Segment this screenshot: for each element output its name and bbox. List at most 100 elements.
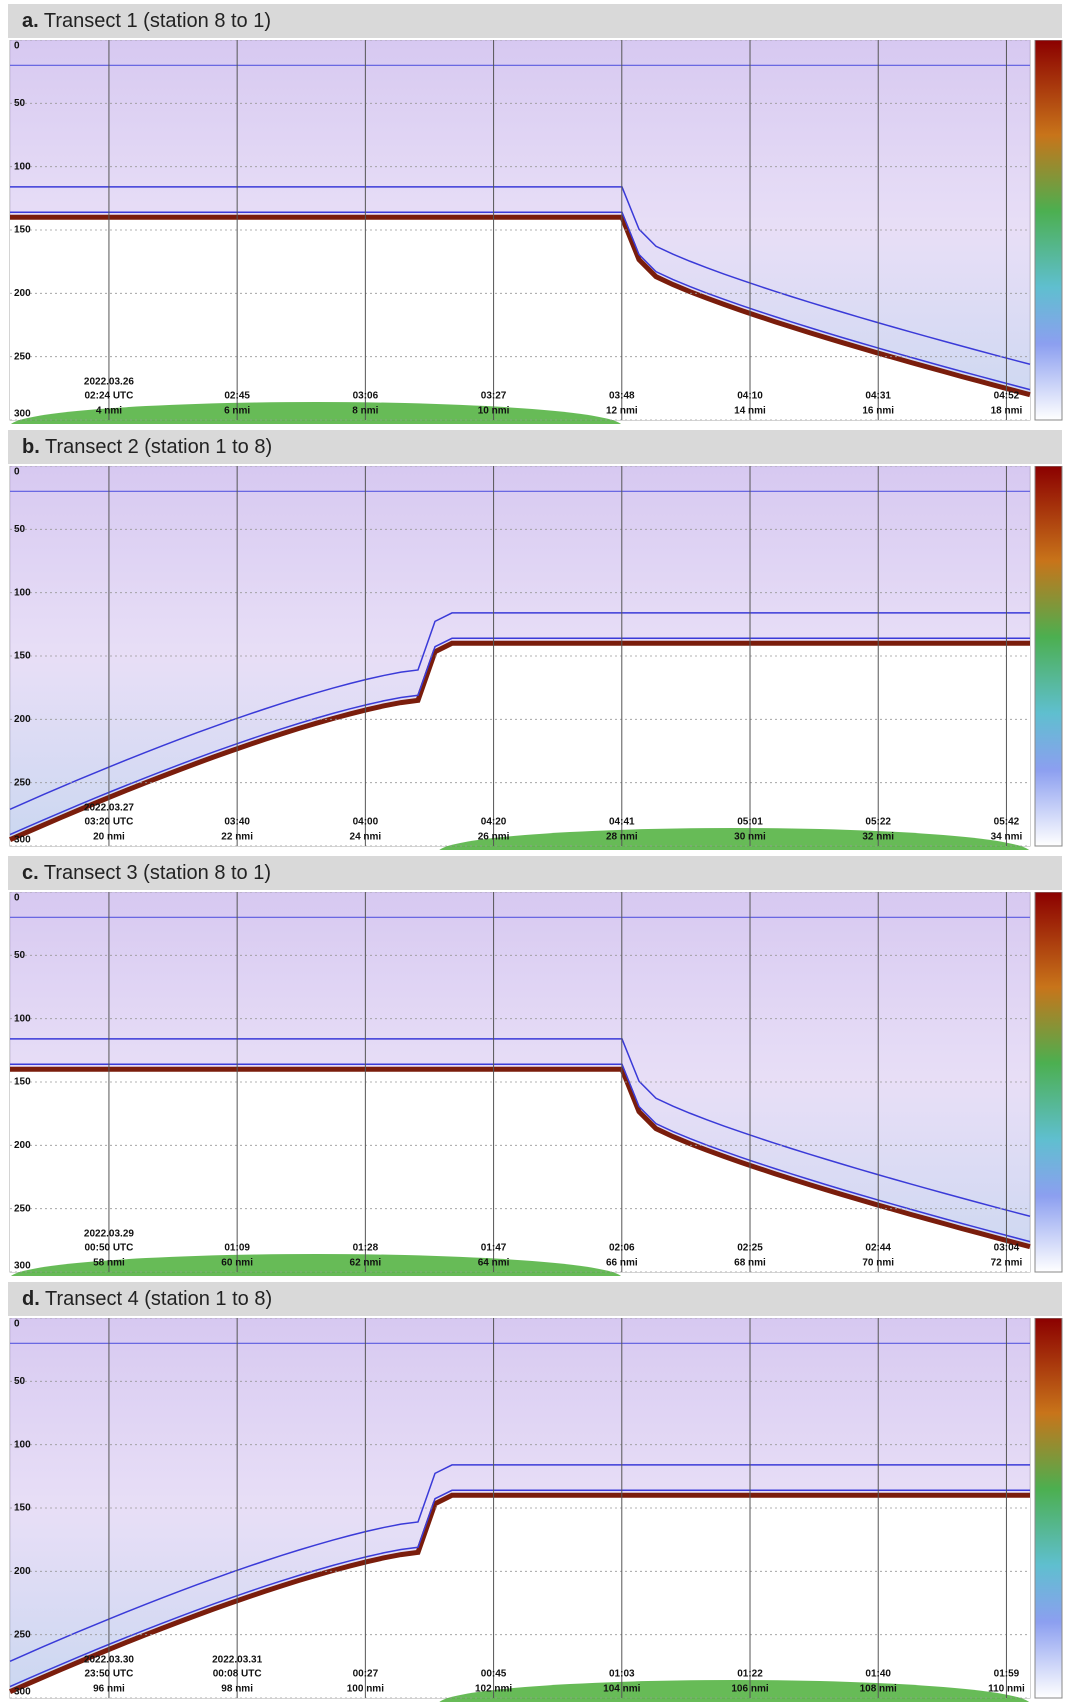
panel: a. Transect 1 (station 8 to 1) 0 50 100 150 2… bbox=[0, 0, 1066, 426]
distance-label: 100 nmi bbox=[347, 1684, 384, 1695]
panel-header: b. Transect 2 (station 1 to 8) bbox=[8, 430, 1062, 464]
time-label: 03:48 bbox=[609, 391, 635, 402]
time-label: 03:04 bbox=[994, 1243, 1020, 1254]
time-label: 04:31 bbox=[865, 391, 891, 402]
depth-tick-label: 50 bbox=[14, 1376, 26, 1387]
seabed bbox=[8, 640, 1030, 842]
time-label: 05:22 bbox=[865, 817, 891, 828]
depth-tick-label: 0 bbox=[14, 467, 20, 478]
time-label: 05:42 bbox=[994, 817, 1020, 828]
depth-tick-label: 0 bbox=[14, 893, 20, 904]
distance-label: 96 nmi bbox=[93, 1684, 125, 1695]
sub-seabed bbox=[10, 1069, 1030, 1272]
distance-label: 26 nmi bbox=[478, 832, 510, 843]
echogram: 0 50 100 150 200 250 300 2022.03.29 00:50 UTC 58 … bbox=[9, 892, 1063, 1276]
time-label: 04:10 bbox=[737, 391, 763, 402]
sub-seabed bbox=[10, 217, 1030, 420]
depth-tick-label: 300 bbox=[14, 1687, 31, 1698]
depth-tick-label: 100 bbox=[14, 587, 31, 598]
time-label: 04:41 bbox=[609, 817, 635, 828]
distance-label: 70 nmi bbox=[862, 1258, 894, 1269]
distance-label: 106 nmi bbox=[731, 1684, 768, 1695]
bottom-offset-line bbox=[9, 1464, 1030, 1662]
time-label: 05:01 bbox=[737, 817, 763, 828]
color-scale bbox=[1034, 1318, 1063, 1699]
depth-tick-label: 50 bbox=[14, 524, 26, 535]
distance-label: 110 nmi bbox=[988, 1684, 1025, 1695]
time-label: 04:52 bbox=[994, 391, 1020, 402]
time-label: 00:27 bbox=[353, 1669, 379, 1680]
time-label: 03:20 UTC bbox=[84, 817, 133, 828]
seabed bbox=[8, 1492, 1030, 1694]
panel-label: b. bbox=[22, 436, 40, 458]
time-label: 03:27 bbox=[481, 391, 507, 402]
panel-label: a. bbox=[22, 10, 39, 32]
distance-label: 60 nmi bbox=[221, 1258, 253, 1269]
color-scale bbox=[1034, 466, 1063, 847]
time-label: 01:03 bbox=[609, 1669, 635, 1680]
bottom-line bbox=[9, 637, 1030, 836]
sub-seabed bbox=[10, 1495, 1030, 1698]
color-scale bbox=[1034, 892, 1063, 1273]
time-label: 02:06 bbox=[609, 1243, 635, 1254]
depth-tick-label: 300 bbox=[14, 1261, 31, 1272]
panel: d. Transect 4 (station 1 to 8) 0 50 100 150 2… bbox=[0, 1278, 1066, 1704]
depth-tick-label: 300 bbox=[14, 409, 31, 420]
depth-tick-label: 250 bbox=[14, 1629, 31, 1640]
time-label: 03:40 bbox=[224, 817, 250, 828]
distance-label: 66 nmi bbox=[606, 1258, 638, 1269]
time-label: 03:06 bbox=[353, 391, 379, 402]
bottom-line bbox=[10, 1063, 1031, 1243]
distance-label: 28 nmi bbox=[606, 832, 638, 843]
panel-title: Transect 3 (station 8 to 1) bbox=[38, 862, 272, 884]
panel: b. Transect 2 (station 1 to 8) 0 50 100 150 2… bbox=[0, 426, 1066, 852]
distance-label: 32 nmi bbox=[862, 832, 894, 843]
date-label: 2022.03.29 bbox=[84, 1229, 134, 1240]
bottom-line bbox=[10, 211, 1031, 391]
time-label: 01:28 bbox=[353, 1243, 379, 1254]
date-label: 2022.03.26 bbox=[84, 377, 134, 388]
time-label: 01:59 bbox=[994, 1669, 1020, 1680]
depth-tick-label: 300 bbox=[14, 835, 31, 846]
time-label: 00:50 UTC bbox=[84, 1243, 133, 1254]
seabed bbox=[10, 214, 1031, 398]
time-label: 02:45 bbox=[224, 391, 250, 402]
depth-tick-label: 0 bbox=[14, 41, 20, 52]
bottom-offset-line bbox=[10, 1038, 1031, 1217]
panel-title: Transect 1 (station 8 to 1) bbox=[38, 10, 272, 32]
time-label: 00:45 bbox=[481, 1669, 507, 1680]
depth-tick-label: 200 bbox=[14, 714, 31, 725]
depth-tick-label: 100 bbox=[14, 161, 31, 172]
distance-label: 58 nmi bbox=[93, 1258, 125, 1269]
time-label: 01:40 bbox=[865, 1669, 891, 1680]
panel-label: c. bbox=[22, 862, 39, 884]
distance-label: 6 nmi bbox=[224, 406, 250, 417]
distance-label: 14 nmi bbox=[734, 406, 766, 417]
echogram: 0 50 100 150 200 250 300 2022.03.27 03:20 UTC 20 … bbox=[8, 466, 1063, 850]
panel-header: d. Transect 4 (station 1 to 8) bbox=[8, 1282, 1062, 1316]
distance-label: 108 nmi bbox=[860, 1684, 897, 1695]
distance-label: 68 nmi bbox=[734, 1258, 766, 1269]
depth-tick-label: 200 bbox=[14, 1140, 31, 1151]
distance-label: 24 nmi bbox=[350, 832, 382, 843]
distance-label: 8 nmi bbox=[352, 406, 378, 417]
date-label: 2022.03.30 bbox=[84, 1655, 134, 1666]
bottom-offset-line bbox=[9, 612, 1030, 810]
distance-label: 72 nmi bbox=[991, 1258, 1023, 1269]
distance-label: 98 nmi bbox=[221, 1684, 253, 1695]
bottom-offset-line bbox=[10, 186, 1031, 365]
time-label: 01:22 bbox=[737, 1669, 763, 1680]
date-label: 2022.03.27 bbox=[84, 803, 134, 814]
panel-label: d. bbox=[22, 1288, 40, 1310]
depth-tick-label: 100 bbox=[14, 1013, 31, 1024]
distance-label: 20 nmi bbox=[93, 832, 125, 843]
distance-label: 64 nmi bbox=[478, 1258, 510, 1269]
distance-label: 10 nmi bbox=[478, 406, 510, 417]
distance-label: 12 nmi bbox=[606, 406, 638, 417]
depth-tick-label: 200 bbox=[14, 1566, 31, 1577]
second-echo bbox=[11, 402, 621, 424]
distance-label: 104 nmi bbox=[603, 1684, 640, 1695]
depth-tick-label: 150 bbox=[14, 225, 31, 236]
depth-tick-label: 250 bbox=[14, 1203, 31, 1214]
